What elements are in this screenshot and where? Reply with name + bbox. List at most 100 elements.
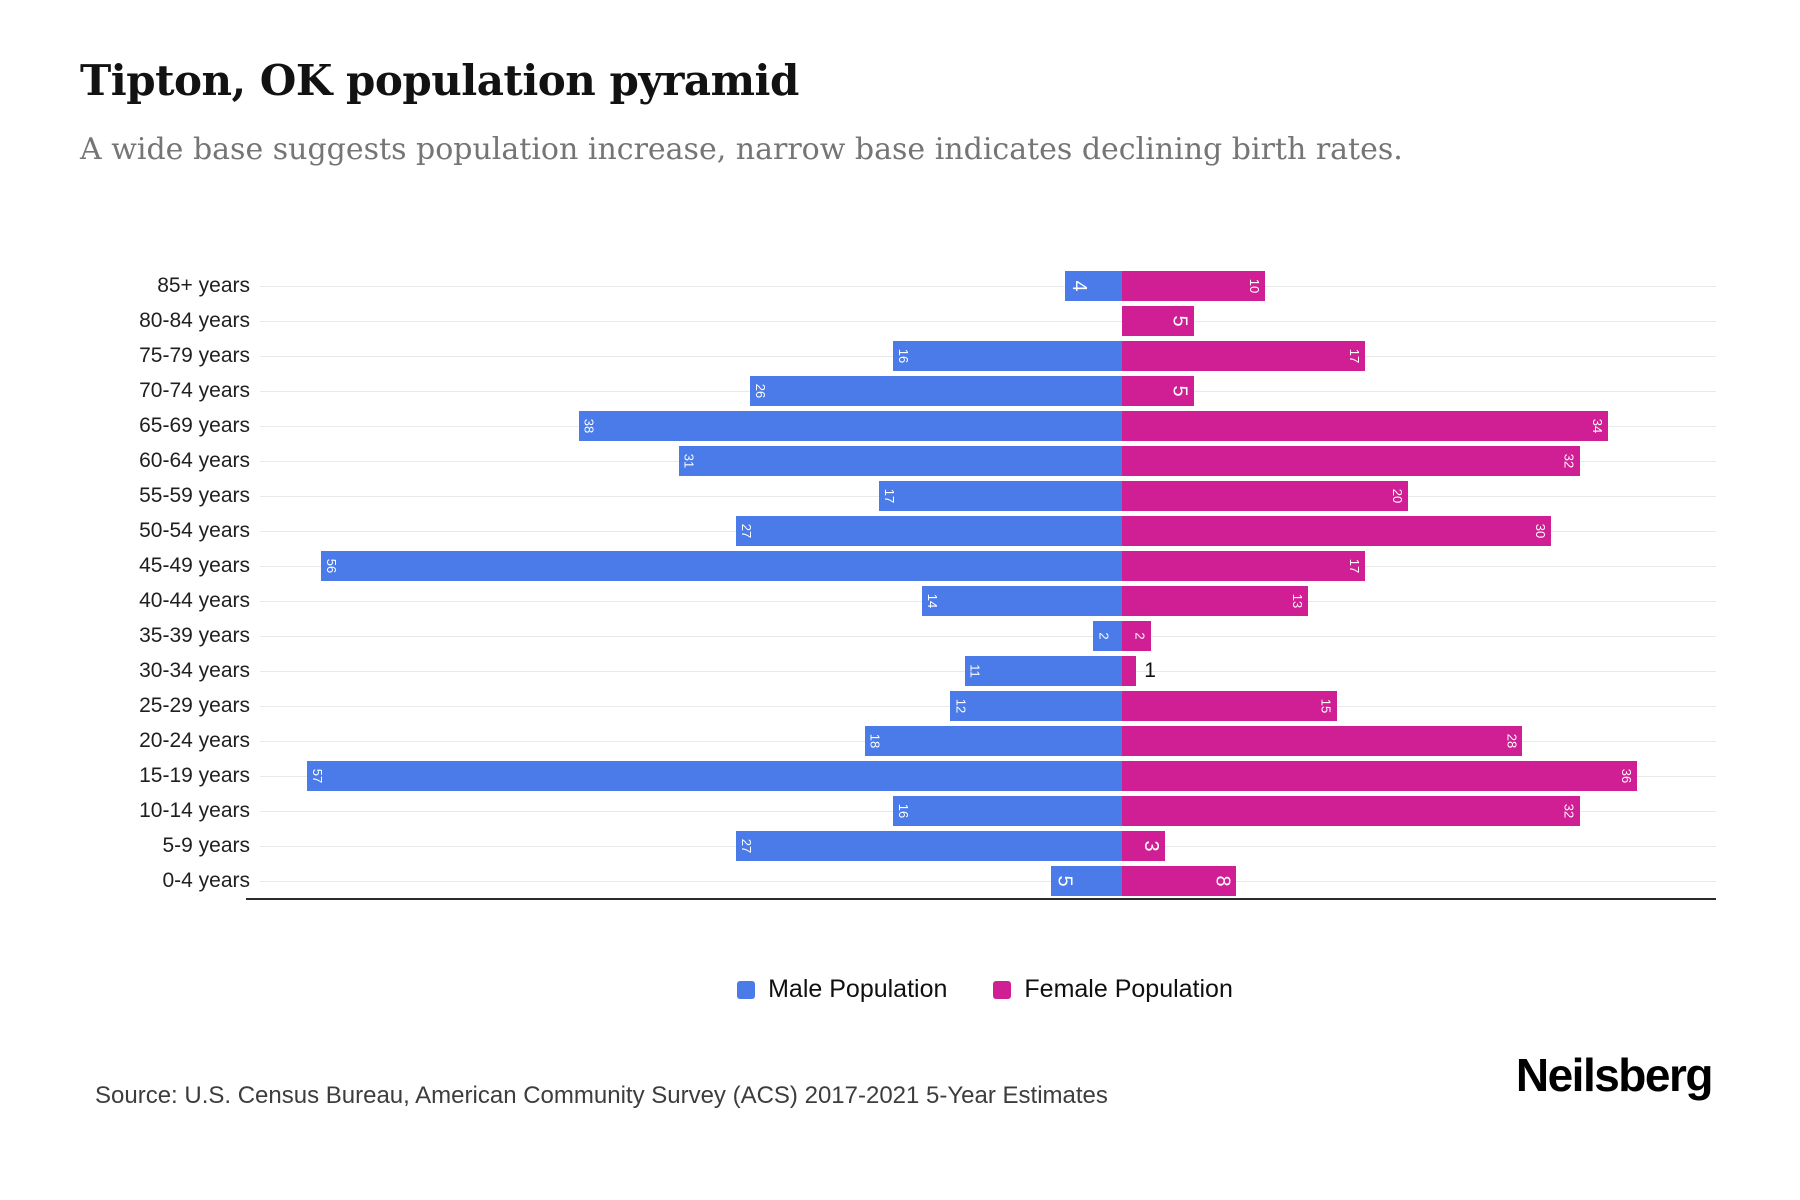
legend-item-female: Female Population <box>993 975 1233 1004</box>
chart-row: 50-54 years 27 30 <box>90 513 1716 548</box>
chart-row: 15-19 years 57 36 <box>90 758 1716 793</box>
female-bar-value: 5 <box>1168 384 1191 397</box>
male-bar-value: 4 <box>1067 279 1090 292</box>
female-bar: 3 <box>1122 830 1165 861</box>
female-bar-value: 13 <box>1289 593 1305 608</box>
chart-legend: Male Population Female Population <box>170 975 1800 1004</box>
female-bar: 2 <box>1122 620 1151 651</box>
legend-swatch <box>993 980 1012 999</box>
row-plot-area: 16 17 <box>260 338 1716 373</box>
age-group-label: 50-54 years <box>139 518 250 542</box>
legend-label: Female Population <box>1024 975 1233 1003</box>
male-bar-value: 27 <box>738 838 754 853</box>
male-bar: 11 <box>964 655 1122 686</box>
female-bar: 30 <box>1122 515 1551 546</box>
age-group-label: 20-24 years <box>139 728 250 752</box>
female-bar: 17 <box>1122 340 1366 371</box>
male-bar: 31 <box>678 445 1122 476</box>
male-bar: 56 <box>321 550 1122 581</box>
female-bar-value: 8 <box>1211 874 1234 887</box>
male-bar-value: 57 <box>309 768 325 783</box>
male-bar: 16 <box>893 795 1122 826</box>
male-bar-value: 5 <box>1053 874 1076 887</box>
female-bar: 8 <box>1122 865 1237 896</box>
row-plot-area: 27 3 <box>260 828 1716 863</box>
male-bar-value: 56 <box>324 558 340 573</box>
age-group-label: 85+ years <box>157 273 250 297</box>
age-group-label: 10-14 years <box>139 798 250 822</box>
age-group-label: 15-19 years <box>139 763 250 787</box>
row-plot-area: 4 10 <box>260 268 1716 303</box>
female-bar-value: 32 <box>1561 803 1577 818</box>
male-bar: 57 <box>306 760 1122 791</box>
chart-title: Tipton, OK population pyramid <box>80 56 799 105</box>
male-bar: 5 <box>1050 865 1122 896</box>
female-bar-value: 17 <box>1347 558 1363 573</box>
chart-row: 45-49 years 56 17 <box>90 548 1716 583</box>
chart-row: 40-44 years 14 13 <box>90 583 1716 618</box>
chart-row: 30-34 years 11 1 <box>90 653 1716 688</box>
row-plot-area: 5 <box>260 303 1716 338</box>
gridline <box>260 285 1716 287</box>
female-bar-value: 36 <box>1618 768 1634 783</box>
female-bar <box>1122 655 1137 686</box>
age-group-label: 35-39 years <box>139 623 250 647</box>
male-bar-value: 26 <box>753 383 769 398</box>
male-bar: 27 <box>735 515 1122 546</box>
age-group-label: 40-44 years <box>139 588 250 612</box>
female-bar: 17 <box>1122 550 1366 581</box>
female-bar-value: 30 <box>1533 523 1548 538</box>
male-bar: 2 <box>1093 620 1122 651</box>
female-bar-value: 3 <box>1139 839 1162 852</box>
legend-item-male: Male Population <box>737 975 947 1004</box>
source-note: Source: U.S. Census Bureau, American Com… <box>95 1082 1108 1109</box>
female-bar: 5 <box>1122 305 1194 336</box>
female-bar-value: 10 <box>1247 278 1262 293</box>
female-bar: 34 <box>1122 410 1609 441</box>
row-plot-area: 26 5 <box>260 373 1716 408</box>
legend-swatch <box>737 980 756 999</box>
male-bar-value: 38 <box>581 418 597 433</box>
age-group-label: 70-74 years <box>139 378 250 402</box>
chart-row: 5-9 years 27 3 <box>90 828 1716 863</box>
female-bar-value: 17 <box>1347 348 1363 363</box>
age-group-label: 80-84 years <box>139 308 250 332</box>
female-bar: 10 <box>1122 270 1265 301</box>
female-bar-value: 20 <box>1390 488 1405 503</box>
row-plot-area: 31 32 <box>260 443 1716 478</box>
row-plot-area: 57 36 <box>260 758 1716 793</box>
chart-row: 70-74 years 26 5 <box>90 373 1716 408</box>
chart-row: 65-69 years 38 34 <box>90 408 1716 443</box>
female-bar: 32 <box>1122 445 1580 476</box>
male-bar-value: 12 <box>953 698 969 713</box>
row-plot-area: 38 34 <box>260 408 1716 443</box>
female-bar-value: 28 <box>1504 733 1520 748</box>
male-bar: 4 <box>1064 270 1122 301</box>
male-bar-value: 11 <box>967 663 983 678</box>
male-bar-value: 31 <box>681 453 697 468</box>
chart-row: 20-24 years 18 28 <box>90 723 1716 758</box>
gridline <box>260 320 1716 322</box>
chart-row: 85+ years 4 10 <box>90 268 1716 303</box>
gridline <box>260 880 1716 882</box>
row-plot-area: 12 15 <box>260 688 1716 723</box>
male-bar-value: 2 <box>1096 631 1112 640</box>
male-bar: 18 <box>864 725 1122 756</box>
male-bar: 27 <box>735 830 1122 861</box>
age-group-label: 75-79 years <box>139 343 250 367</box>
age-group-label: 55-59 years <box>139 483 250 507</box>
female-bar-value: 34 <box>1590 418 1606 433</box>
male-bar-value: 16 <box>896 348 912 363</box>
chart-row: 35-39 years 2 2 <box>90 618 1716 653</box>
age-group-label: 30-34 years <box>139 658 250 682</box>
female-bar: 32 <box>1122 795 1580 826</box>
chart-row: 55-59 years 17 20 <box>90 478 1716 513</box>
male-bar-value: 17 <box>881 488 897 503</box>
male-bar-value: 27 <box>738 523 754 538</box>
gridline <box>260 635 1716 637</box>
female-bar: 5 <box>1122 375 1194 406</box>
chart-row: 75-79 years 16 17 <box>90 338 1716 373</box>
neilsberg-logo: Neilsberg <box>1515 1049 1714 1101</box>
